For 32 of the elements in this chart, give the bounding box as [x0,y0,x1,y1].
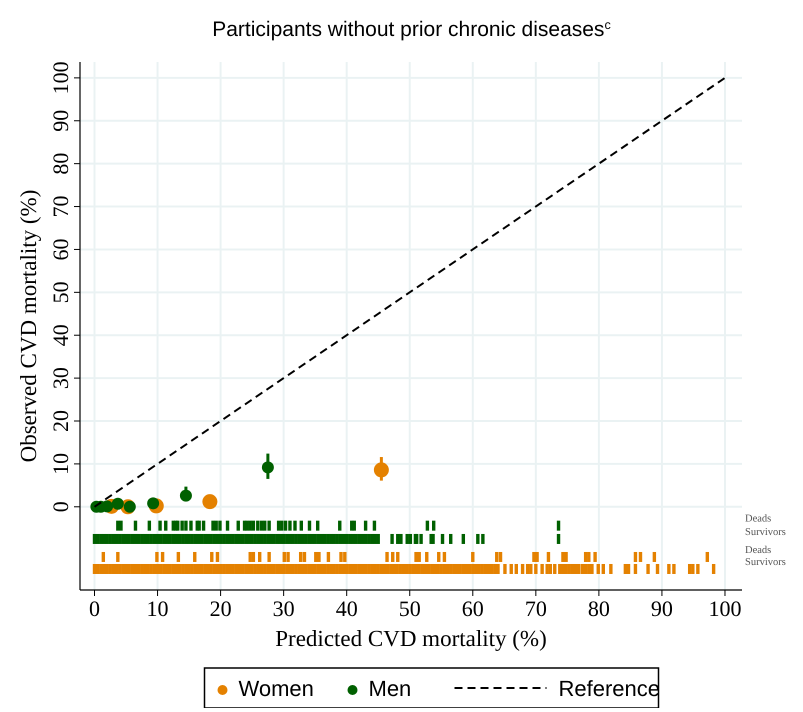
x-tick-label: 0 [89,596,100,621]
legend-label: Men [368,676,412,701]
y-tick-label: 40 [48,324,73,346]
legend-label: Reference [558,676,660,701]
x-tick-label: 20 [210,596,232,621]
x-tick-label: 70 [524,596,547,621]
y-tick-label: 30 [48,367,73,390]
x-tick-label: 40 [336,596,358,621]
x-tick-label: 100 [708,596,742,621]
text: Survivors [745,526,786,538]
x-tick-label: 10 [146,596,169,621]
x-tick-label: 90 [650,596,673,621]
x-tick-label: 80 [588,596,610,621]
y-tick-label: 10 [48,452,73,475]
y-tick-label: 20 [48,410,73,432]
chart-title: Participants without prior chronic diseases$^{c}$ [212,18,611,41]
y-tick-label: 100 [48,61,73,94]
y-tick-label: 80 [48,152,73,175]
text: Deads [745,514,772,525]
y-tick-label: 60 [48,238,73,260]
y-tick-label: 70 [48,196,73,218]
x-tick-label: 50 [398,596,421,621]
text: Deads [745,544,772,556]
y-tick-label: 90 [48,110,73,132]
y-axis-title: Observed CVD mortality (%) [16,190,41,462]
y-tick-label: 50 [48,281,73,304]
x-tick-label: 60 [462,596,484,621]
x-tick-label: 30 [272,596,295,621]
x-axis-title: Predicted CVD mortality (%) [275,626,547,651]
text: Survivors [745,556,786,568]
legend-label: Women [238,676,314,701]
y-tick-label: 0 [48,501,73,512]
